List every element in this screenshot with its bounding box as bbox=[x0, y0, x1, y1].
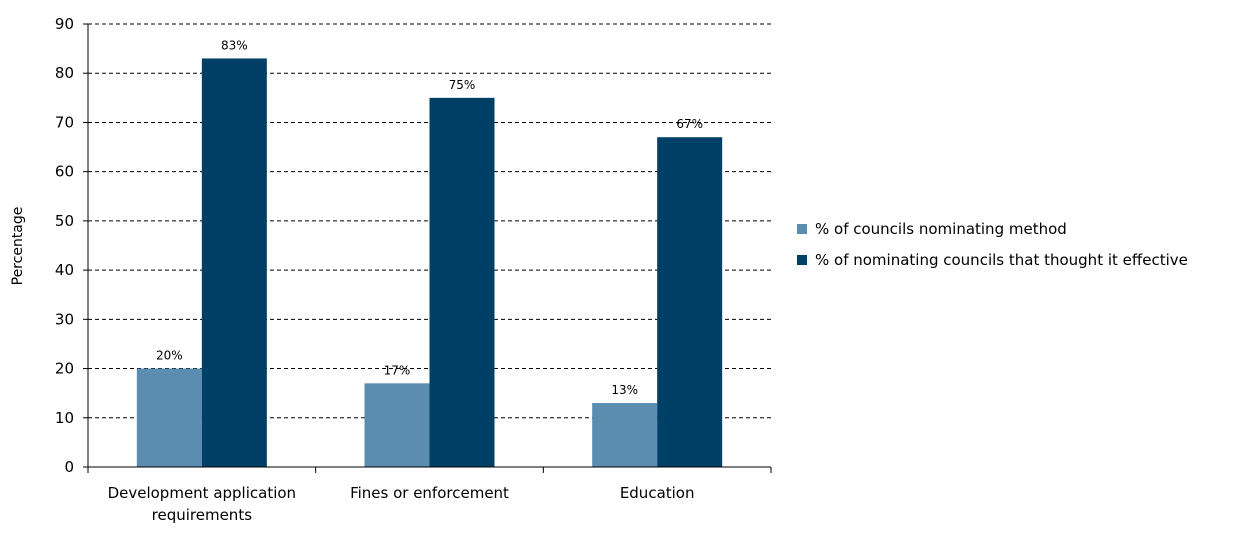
y-tick-label: 70 bbox=[55, 113, 74, 131]
bar-nominating bbox=[364, 383, 430, 467]
y-tick-label: 40 bbox=[55, 261, 74, 279]
legend-label: % of nominating councils that thought it… bbox=[815, 251, 1188, 269]
y-tick-label: 60 bbox=[55, 163, 74, 181]
data-label: 20% bbox=[156, 349, 183, 363]
bars bbox=[136, 58, 723, 467]
bar-nominating bbox=[136, 368, 202, 467]
bar-nominating bbox=[592, 403, 658, 467]
legend-swatch bbox=[797, 255, 807, 265]
y-tick-label: 50 bbox=[55, 212, 74, 230]
y-axis-title: Percentage bbox=[10, 207, 26, 286]
data-label: 67% bbox=[676, 117, 703, 131]
legend-label: % of councils nominating method bbox=[815, 220, 1067, 238]
bar-effective bbox=[657, 137, 723, 467]
legend: % of councils nominating method % of nomi… bbox=[797, 220, 1188, 269]
y-tick-label: 30 bbox=[55, 310, 74, 328]
y-tick-label: 20 bbox=[55, 360, 74, 378]
x-tick-label: Education bbox=[620, 484, 695, 502]
legend-swatch bbox=[797, 224, 807, 234]
data-label: 75% bbox=[449, 78, 476, 92]
data-label: 13% bbox=[611, 383, 638, 397]
data-label: 83% bbox=[221, 38, 248, 52]
x-tick-label: Development application requirements bbox=[108, 484, 297, 524]
y-tick-label: 10 bbox=[55, 409, 74, 427]
axes: Percentage 0 10 20 30 40 50 60 70 80 90 Developmen… bbox=[10, 15, 772, 524]
y-tick-label: 90 bbox=[55, 15, 74, 33]
data-labels: 20% 83% 17% 75% 13% 67% bbox=[156, 38, 703, 397]
y-tick-label: 80 bbox=[55, 64, 74, 82]
y-tick-label: 0 bbox=[64, 458, 74, 476]
bar-effective bbox=[201, 58, 267, 467]
data-label: 17% bbox=[384, 363, 411, 377]
bar-effective bbox=[429, 97, 495, 467]
x-tick-label: Fines or enforcement bbox=[350, 484, 509, 502]
